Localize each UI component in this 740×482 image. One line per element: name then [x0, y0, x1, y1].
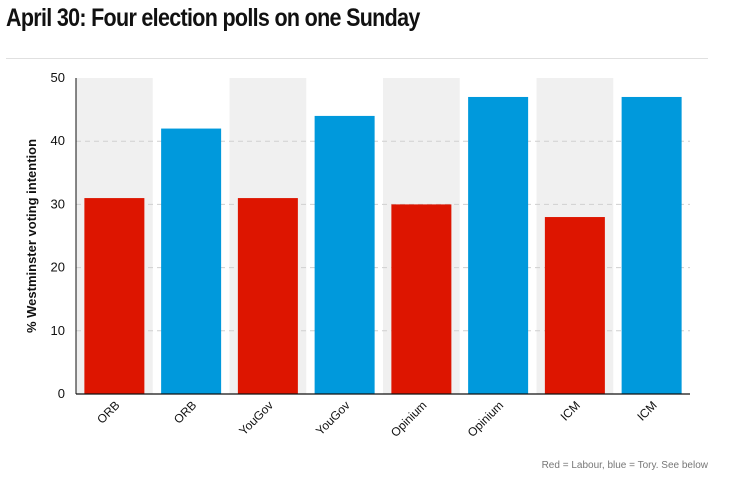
- bar-icm-tory: [621, 96, 682, 395]
- y-tick-label: 50: [51, 70, 65, 85]
- axes: [75, 78, 690, 395]
- bar-orb-tory: [161, 128, 222, 394]
- y-tick-label: 20: [51, 260, 65, 275]
- y-tick-label: 10: [51, 323, 65, 338]
- y-tick-label: 40: [51, 133, 65, 148]
- y-axis-label: % Westminster voting intention: [24, 139, 39, 333]
- x-tick-labels: ORB ORB YouGov YouGov Opinium Opinium ICM ICM: [94, 398, 660, 439]
- y-tick-labels: 0 10 20 30 40 50: [51, 70, 65, 401]
- chart-title: April 30: Four election polls on one Sun…: [6, 4, 420, 32]
- bar-yougov-labour: [237, 198, 298, 394]
- x-tick-label: ORB: [171, 398, 199, 426]
- bar-orb-labour: [84, 198, 145, 394]
- bars: [84, 96, 682, 395]
- bar-opinium-labour: [391, 204, 452, 394]
- title-divider: [6, 58, 708, 59]
- x-tick-label: ICM: [634, 398, 659, 423]
- x-tick-label: YouGov: [313, 398, 353, 438]
- y-tick-label: 0: [58, 386, 65, 401]
- y-tick-label: 30: [51, 196, 65, 211]
- footnote: Red = Labour, blue = Tory. See below: [541, 460, 708, 471]
- x-tick-label: ORB: [94, 398, 122, 426]
- x-tick-label: Opinium: [388, 398, 429, 439]
- x-tick-label: YouGov: [236, 398, 276, 438]
- x-tick-label: ICM: [558, 398, 583, 423]
- x-tick-label: Opinium: [465, 398, 506, 439]
- bar-opinium-tory: [468, 96, 529, 395]
- bar-icm-labour: [544, 217, 605, 394]
- bar-yougov-tory: [314, 115, 375, 395]
